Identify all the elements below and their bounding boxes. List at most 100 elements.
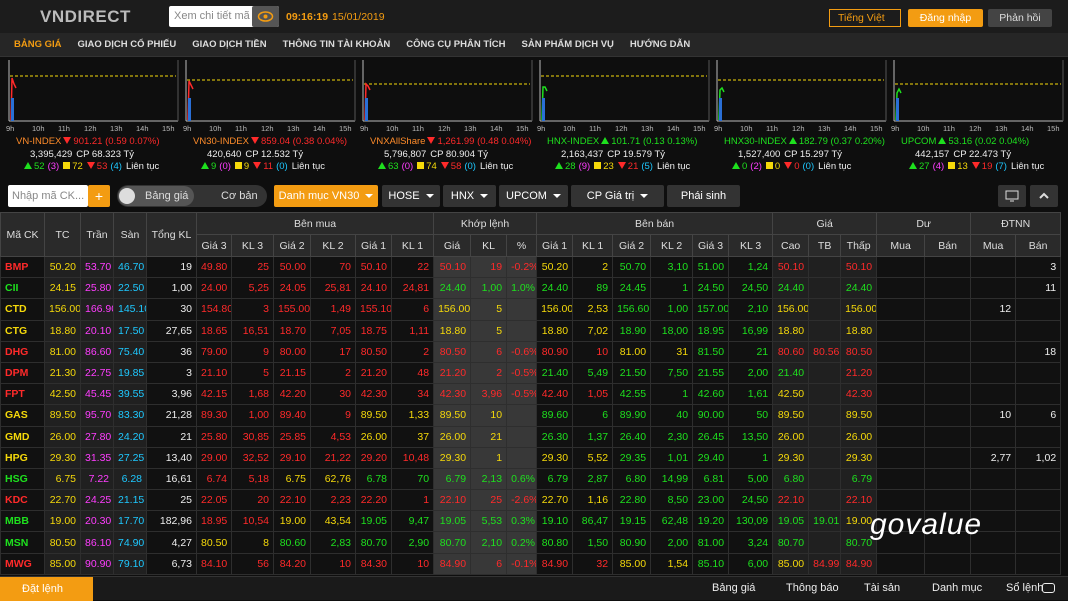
column-header[interactable]: Giá 3 xyxy=(692,234,730,257)
stock-row[interactable]: GMD 26.00 27.80 24.20 21 25.80 30,85 25.85 4,53 2… xyxy=(0,425,1062,448)
column-header[interactable]: Trần xyxy=(80,212,114,257)
cell: 2,77 xyxy=(970,446,1017,469)
cell: 6.79 xyxy=(433,467,472,491)
symbol-input[interactable]: Nhập mã CK... xyxy=(8,185,88,207)
ceiling-count: (9) xyxy=(578,161,591,172)
footer-item[interactable]: Thông báo xyxy=(786,582,839,594)
eye-button[interactable] xyxy=(252,6,279,27)
column-header[interactable]: Sàn xyxy=(113,212,147,257)
column-header[interactable]: KL xyxy=(470,234,508,257)
cell: 32,52 xyxy=(231,446,274,469)
column-header[interactable]: Giá 1 xyxy=(355,234,392,257)
column-header[interactable]: Giá 2 xyxy=(273,234,311,257)
column-header[interactable]: KL 2 xyxy=(650,234,694,257)
volume-bar xyxy=(11,98,14,121)
column-header[interactable]: TB xyxy=(808,234,842,257)
market-tab[interactable]: HNX xyxy=(443,185,496,207)
index-panel[interactable]: 9h 10h 11h 12h 13h 14h 15h UPCOM 53.16 (0.02 0.0… xyxy=(891,58,1065,178)
volume: 3,395,429 xyxy=(30,149,73,160)
cell xyxy=(808,361,842,385)
search-input[interactable]: Xem chi tiết mã xyxy=(169,6,279,27)
market-tab[interactable]: Phái sinh xyxy=(667,185,740,207)
stock-row[interactable]: GAS 89.50 95.70 83.30 21,28 89.30 1,00 89.40 9 89… xyxy=(0,404,1062,427)
column-header[interactable]: KL 1 xyxy=(572,234,614,257)
market-tab[interactable]: CP Giá trị xyxy=(571,185,664,207)
column-header[interactable]: Giá 1 xyxy=(536,234,574,257)
stock-row[interactable]: MBB 19.00 20.30 17.70 182,96 18.95 10,54 19.00 4… xyxy=(0,510,1062,533)
cell: 22.70 xyxy=(536,489,574,512)
index-name: VNXAllShare xyxy=(370,136,426,147)
footer-item[interactable]: Tài sản xyxy=(864,582,901,594)
column-header[interactable]: KL 1 xyxy=(390,234,435,257)
screen-button[interactable] xyxy=(998,185,1026,207)
column-header[interactable]: Giá 3 xyxy=(196,234,232,257)
login-button[interactable]: Đăng nhập xyxy=(908,9,983,27)
cell: 89.50 xyxy=(355,404,392,427)
nav-item[interactable]: THÔNG TIN TÀI KHOẢN xyxy=(282,39,391,50)
stock-row[interactable]: HPG 29.30 31.35 27.25 13,40 29.00 32,52 29.10 21… xyxy=(0,446,1062,469)
turnover: CP 80.904 Tỷ xyxy=(430,149,489,160)
column-header[interactable]: Tổng KL xyxy=(146,212,197,257)
market-tab[interactable]: HOSE xyxy=(382,185,440,207)
index-panel[interactable]: 9h 10h 11h 12h 13h 14h 15h HNX-INDEX 101.71 (0.1… xyxy=(537,58,711,178)
column-header[interactable]: KL 3 xyxy=(231,234,274,257)
column-header[interactable]: Mua xyxy=(876,234,926,257)
footer-item[interactable]: Bảng giá xyxy=(712,582,756,594)
add-button[interactable]: + xyxy=(88,185,110,207)
column-header[interactable]: TC xyxy=(44,212,81,257)
language-select[interactable]: Tiếng Việt xyxy=(829,9,901,27)
cell xyxy=(1015,467,1062,491)
column-header[interactable]: Bán xyxy=(1015,234,1062,257)
stock-row[interactable]: HSG 6.75 7.22 6.28 16,61 6.74 5,18 6.75 62,76 6.7… xyxy=(0,467,1062,491)
view-toggle[interactable]: Bảng giá Cơ bản xyxy=(117,185,267,207)
chat-icon[interactable] xyxy=(1042,583,1055,593)
order-button[interactable]: Đặt lệnh xyxy=(0,577,93,601)
nav-item[interactable]: CÔNG CỤ PHÂN TÍCH xyxy=(406,39,506,50)
market-tab[interactable]: UPCOM xyxy=(499,185,568,207)
stock-row[interactable]: MWG 85.00 90.90 79.10 6,73 84.10 56 84.20 10 84.3… xyxy=(0,552,1062,575)
stock-row[interactable]: FPT 42.50 45.45 39.55 3,96 42.15 1,68 42.20 30 42… xyxy=(0,383,1062,406)
column-header[interactable]: Giá xyxy=(433,234,472,257)
cell: 19.85 xyxy=(113,361,147,385)
cell: 156.00 xyxy=(44,298,81,321)
nav-item[interactable]: GIAO DỊCH TIỀN xyxy=(192,39,267,50)
mini-chart xyxy=(539,60,710,122)
index-panel[interactable]: 9h 10h 11h 12h 13h 14h 15h VN30-INDEX 859.04 (0.… xyxy=(183,58,357,178)
nav-item[interactable]: GIAO DỊCH CỔ PHIẾU xyxy=(77,39,177,50)
stock-row[interactable]: DHG 81.00 86.60 75.40 36 79.00 9 80.00 17 80.50 2 8… xyxy=(0,340,1062,363)
declines: 11 xyxy=(263,161,274,172)
column-header[interactable]: Cao xyxy=(772,234,810,257)
column-header[interactable]: Thấp xyxy=(840,234,878,257)
column-header[interactable]: KL 3 xyxy=(728,234,774,257)
stock-row[interactable]: CII 24.15 25.80 22.50 1,00 24.00 5,25 24.05 25,8… xyxy=(0,277,1062,300)
nav-item[interactable]: BẢNG GIÁ xyxy=(14,39,62,50)
column-header[interactable]: KL 2 xyxy=(310,234,356,257)
feedback-button[interactable]: Phản hồi xyxy=(988,9,1052,27)
collapse-button[interactable] xyxy=(1030,185,1058,207)
stock-row[interactable]: CTD156.00166.90145.1030154.803155.001,49… xyxy=(0,298,1062,321)
stock-row[interactable]: MSN 80.50 86.10 74.90 4,27 80.50 8 80.60 2,83 80.… xyxy=(0,531,1062,554)
logo[interactable]: VNDIRECT xyxy=(40,7,131,26)
stock-row[interactable]: DPM 21.30 22.75 19.85 3 21.10 5 21.15 2 21.20 48 21… xyxy=(0,361,1062,385)
column-header[interactable]: Mua xyxy=(970,234,1017,257)
footer-item[interactable]: Sổ lệnh xyxy=(1006,582,1044,594)
index-panel[interactable]: 9h 10h 11h 12h 13h 14h 15h VNXAllShare 1,261.99 … xyxy=(360,58,534,178)
nav-item[interactable]: SẢN PHẨM DỊCH VỤ xyxy=(521,39,614,50)
group-header: Giá xyxy=(772,212,878,235)
cell: 19.05 xyxy=(433,510,472,533)
cell: 18.80 xyxy=(433,319,472,342)
index-panel[interactable]: 9h 10h 11h 12h 13h 14h 15h HNX30-INDEX 182.79 (0… xyxy=(714,58,888,178)
column-header[interactable]: Giá 2 xyxy=(612,234,652,257)
cell: 24.10 xyxy=(355,277,392,300)
market-tab[interactable]: Danh mục VN30 xyxy=(274,185,378,207)
index-panel[interactable]: 9h 10h 11h 12h 13h 14h 15h VN-INDEX 901.21 (0.59… xyxy=(6,58,180,178)
cell: 23.00 xyxy=(692,489,730,512)
cell: 27.25 xyxy=(113,446,147,469)
nav-item[interactable]: HƯỚNG DẪN xyxy=(629,39,691,50)
stock-row[interactable]: BMP 50.20 53.70 46.70 19 49.80 25 50.00 70 50.10 2… xyxy=(0,255,1062,279)
stock-row[interactable]: CTG 18.80 20.10 17.50 27,65 18.65 16,51 18.70 7,… xyxy=(0,319,1062,342)
column-header[interactable]: % xyxy=(506,234,538,257)
column-header[interactable]: Mã CK xyxy=(0,212,45,257)
footer-item[interactable]: Danh mục xyxy=(932,582,983,594)
column-header[interactable]: Bán xyxy=(924,234,972,257)
